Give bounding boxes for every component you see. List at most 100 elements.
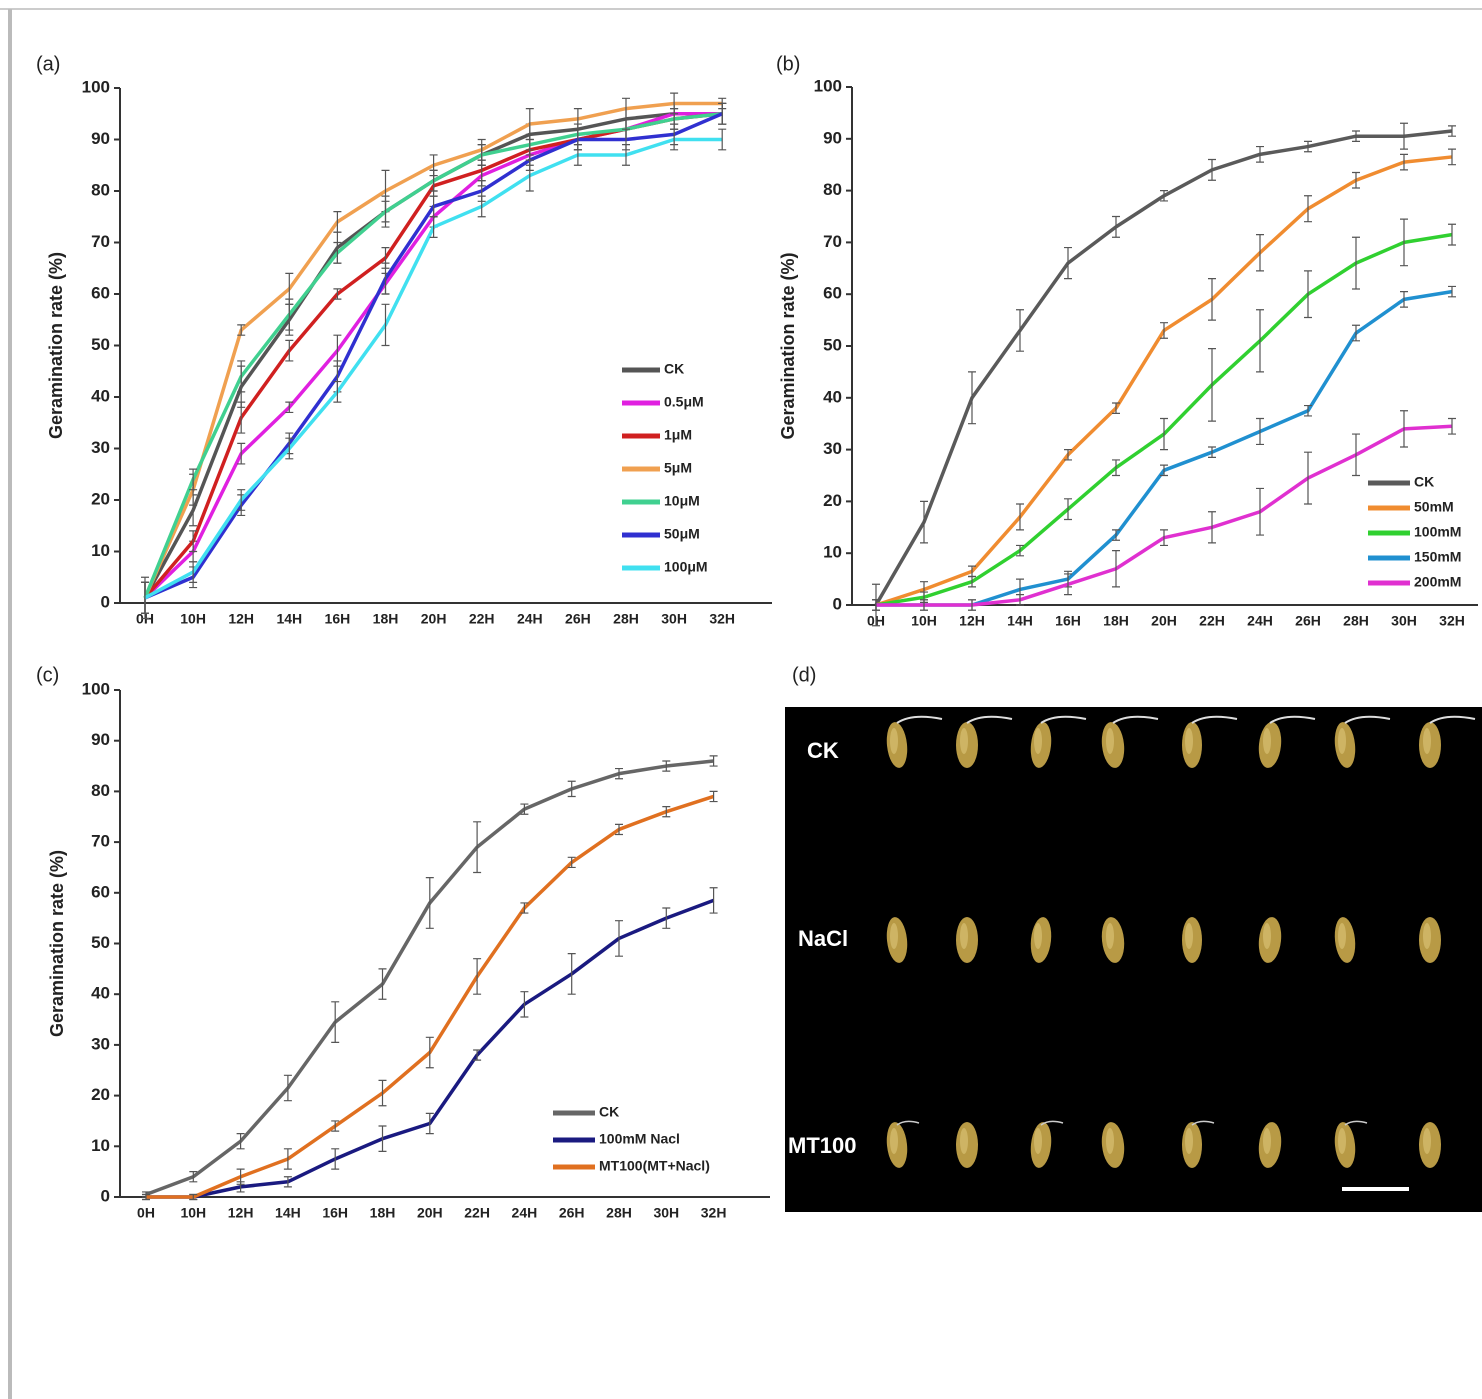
error-bar <box>1304 270 1312 319</box>
seed-highlight <box>890 1128 898 1154</box>
error-bar <box>1064 449 1072 461</box>
error-bar <box>1448 417 1456 435</box>
y-tick-label: 20 <box>91 489 110 508</box>
error-bar <box>1400 218 1408 267</box>
y-tick-label: 30 <box>91 1034 110 1053</box>
error-bar <box>189 530 198 553</box>
error-bar <box>1160 190 1168 202</box>
error-bar <box>709 755 718 767</box>
seed-highlight <box>1263 923 1271 949</box>
seed-highlight <box>1034 1128 1042 1154</box>
error-bar <box>662 760 671 772</box>
x-tick-label: 28H <box>1343 613 1369 629</box>
error-bar <box>1208 347 1216 422</box>
error-bar <box>1256 417 1264 446</box>
x-tick-label: 0H <box>137 1205 155 1221</box>
error-bar <box>237 324 246 336</box>
error-bar <box>1304 404 1312 417</box>
x-tick-label: 10H <box>180 611 206 627</box>
y-tick-label: 90 <box>823 128 842 147</box>
x-tick-label: 26H <box>559 1205 585 1221</box>
error-bar <box>1400 153 1408 171</box>
x-tick-label: 30H <box>653 1205 679 1221</box>
error-bar <box>670 128 679 151</box>
error-bar <box>615 823 623 836</box>
x-tick-label: 10H <box>911 613 937 629</box>
seed-highlight <box>1338 923 1346 949</box>
y-tick-label: 70 <box>823 232 842 251</box>
x-tick-label: 14H <box>1007 613 1033 629</box>
x-tick-label: 30H <box>661 611 687 627</box>
error-bar <box>1208 446 1216 458</box>
panel-label: (d) <box>792 664 816 686</box>
x-tick-label: 14H <box>275 1205 301 1221</box>
error-bar <box>236 1168 245 1185</box>
error-bar <box>1208 511 1216 544</box>
seed-highlight <box>1423 1128 1431 1154</box>
seed-highlight <box>1106 923 1114 949</box>
error-bar <box>1112 215 1120 238</box>
error-bar <box>285 339 294 362</box>
error-bar <box>525 159 534 192</box>
error-bar <box>520 902 529 914</box>
y-tick-label: 60 <box>91 882 110 901</box>
seeds <box>886 715 1476 1168</box>
error-bar <box>1208 278 1216 321</box>
error-bar <box>333 380 342 403</box>
error-bar <box>381 262 390 295</box>
error-bar <box>425 876 434 929</box>
row-label: MT100 <box>788 1133 856 1158</box>
seed-highlight <box>1034 923 1042 949</box>
error-bar <box>573 144 582 166</box>
error-bar <box>1064 246 1072 280</box>
error-bar <box>1352 433 1360 477</box>
error-bar <box>567 856 576 869</box>
x-tick-label: 28H <box>606 1205 632 1221</box>
x-tick-label: 14H <box>276 611 302 627</box>
error-bar <box>1160 322 1168 339</box>
sprout <box>896 715 943 724</box>
error-bar <box>141 581 149 614</box>
x-tick-label: 20H <box>417 1205 443 1221</box>
error-bar <box>378 1125 387 1152</box>
y-tick-label: 90 <box>91 129 110 148</box>
legend-label: CK <box>1414 474 1434 490</box>
y-tick-label: 20 <box>91 1085 110 1104</box>
seed-highlight <box>1423 728 1431 754</box>
error-bar <box>331 1148 340 1170</box>
legend-label: CK <box>664 361 684 377</box>
sprout <box>1112 715 1159 724</box>
y-tick-label: 60 <box>823 284 842 303</box>
x-tick-label: 18H <box>373 611 399 627</box>
error-bar <box>189 468 198 491</box>
y-tick-label: 90 <box>91 730 110 749</box>
error-bar <box>283 1148 292 1170</box>
seed-highlight <box>1338 728 1346 754</box>
error-bar <box>473 958 482 995</box>
error-bar <box>1112 402 1120 414</box>
error-bar <box>1256 487 1264 536</box>
sprout <box>1191 1120 1215 1126</box>
sprout <box>1191 715 1238 724</box>
error-bar <box>1256 145 1264 163</box>
sprout <box>1344 715 1391 724</box>
sprout <box>966 715 1013 724</box>
error-bar <box>331 1001 340 1043</box>
y-tick-label: 30 <box>823 439 842 458</box>
x-tick-label: 22H <box>1199 613 1225 629</box>
error-bar <box>968 599 976 611</box>
error-bar <box>1016 503 1024 531</box>
row-label: CK <box>807 738 839 763</box>
error-bar <box>1160 417 1168 451</box>
error-bar <box>381 303 390 347</box>
error-bar <box>333 211 342 233</box>
error-bar <box>189 561 198 583</box>
chart: (c) Geramination rate (%) 0 10 20 30 40 50 60 70 8… <box>36 664 770 1221</box>
error-bar <box>1064 498 1072 521</box>
error-bar <box>333 288 342 300</box>
error-bar <box>477 195 486 218</box>
x-tick-label: 16H <box>322 1205 348 1221</box>
error-bar <box>567 953 576 995</box>
error-bar <box>1016 544 1024 557</box>
